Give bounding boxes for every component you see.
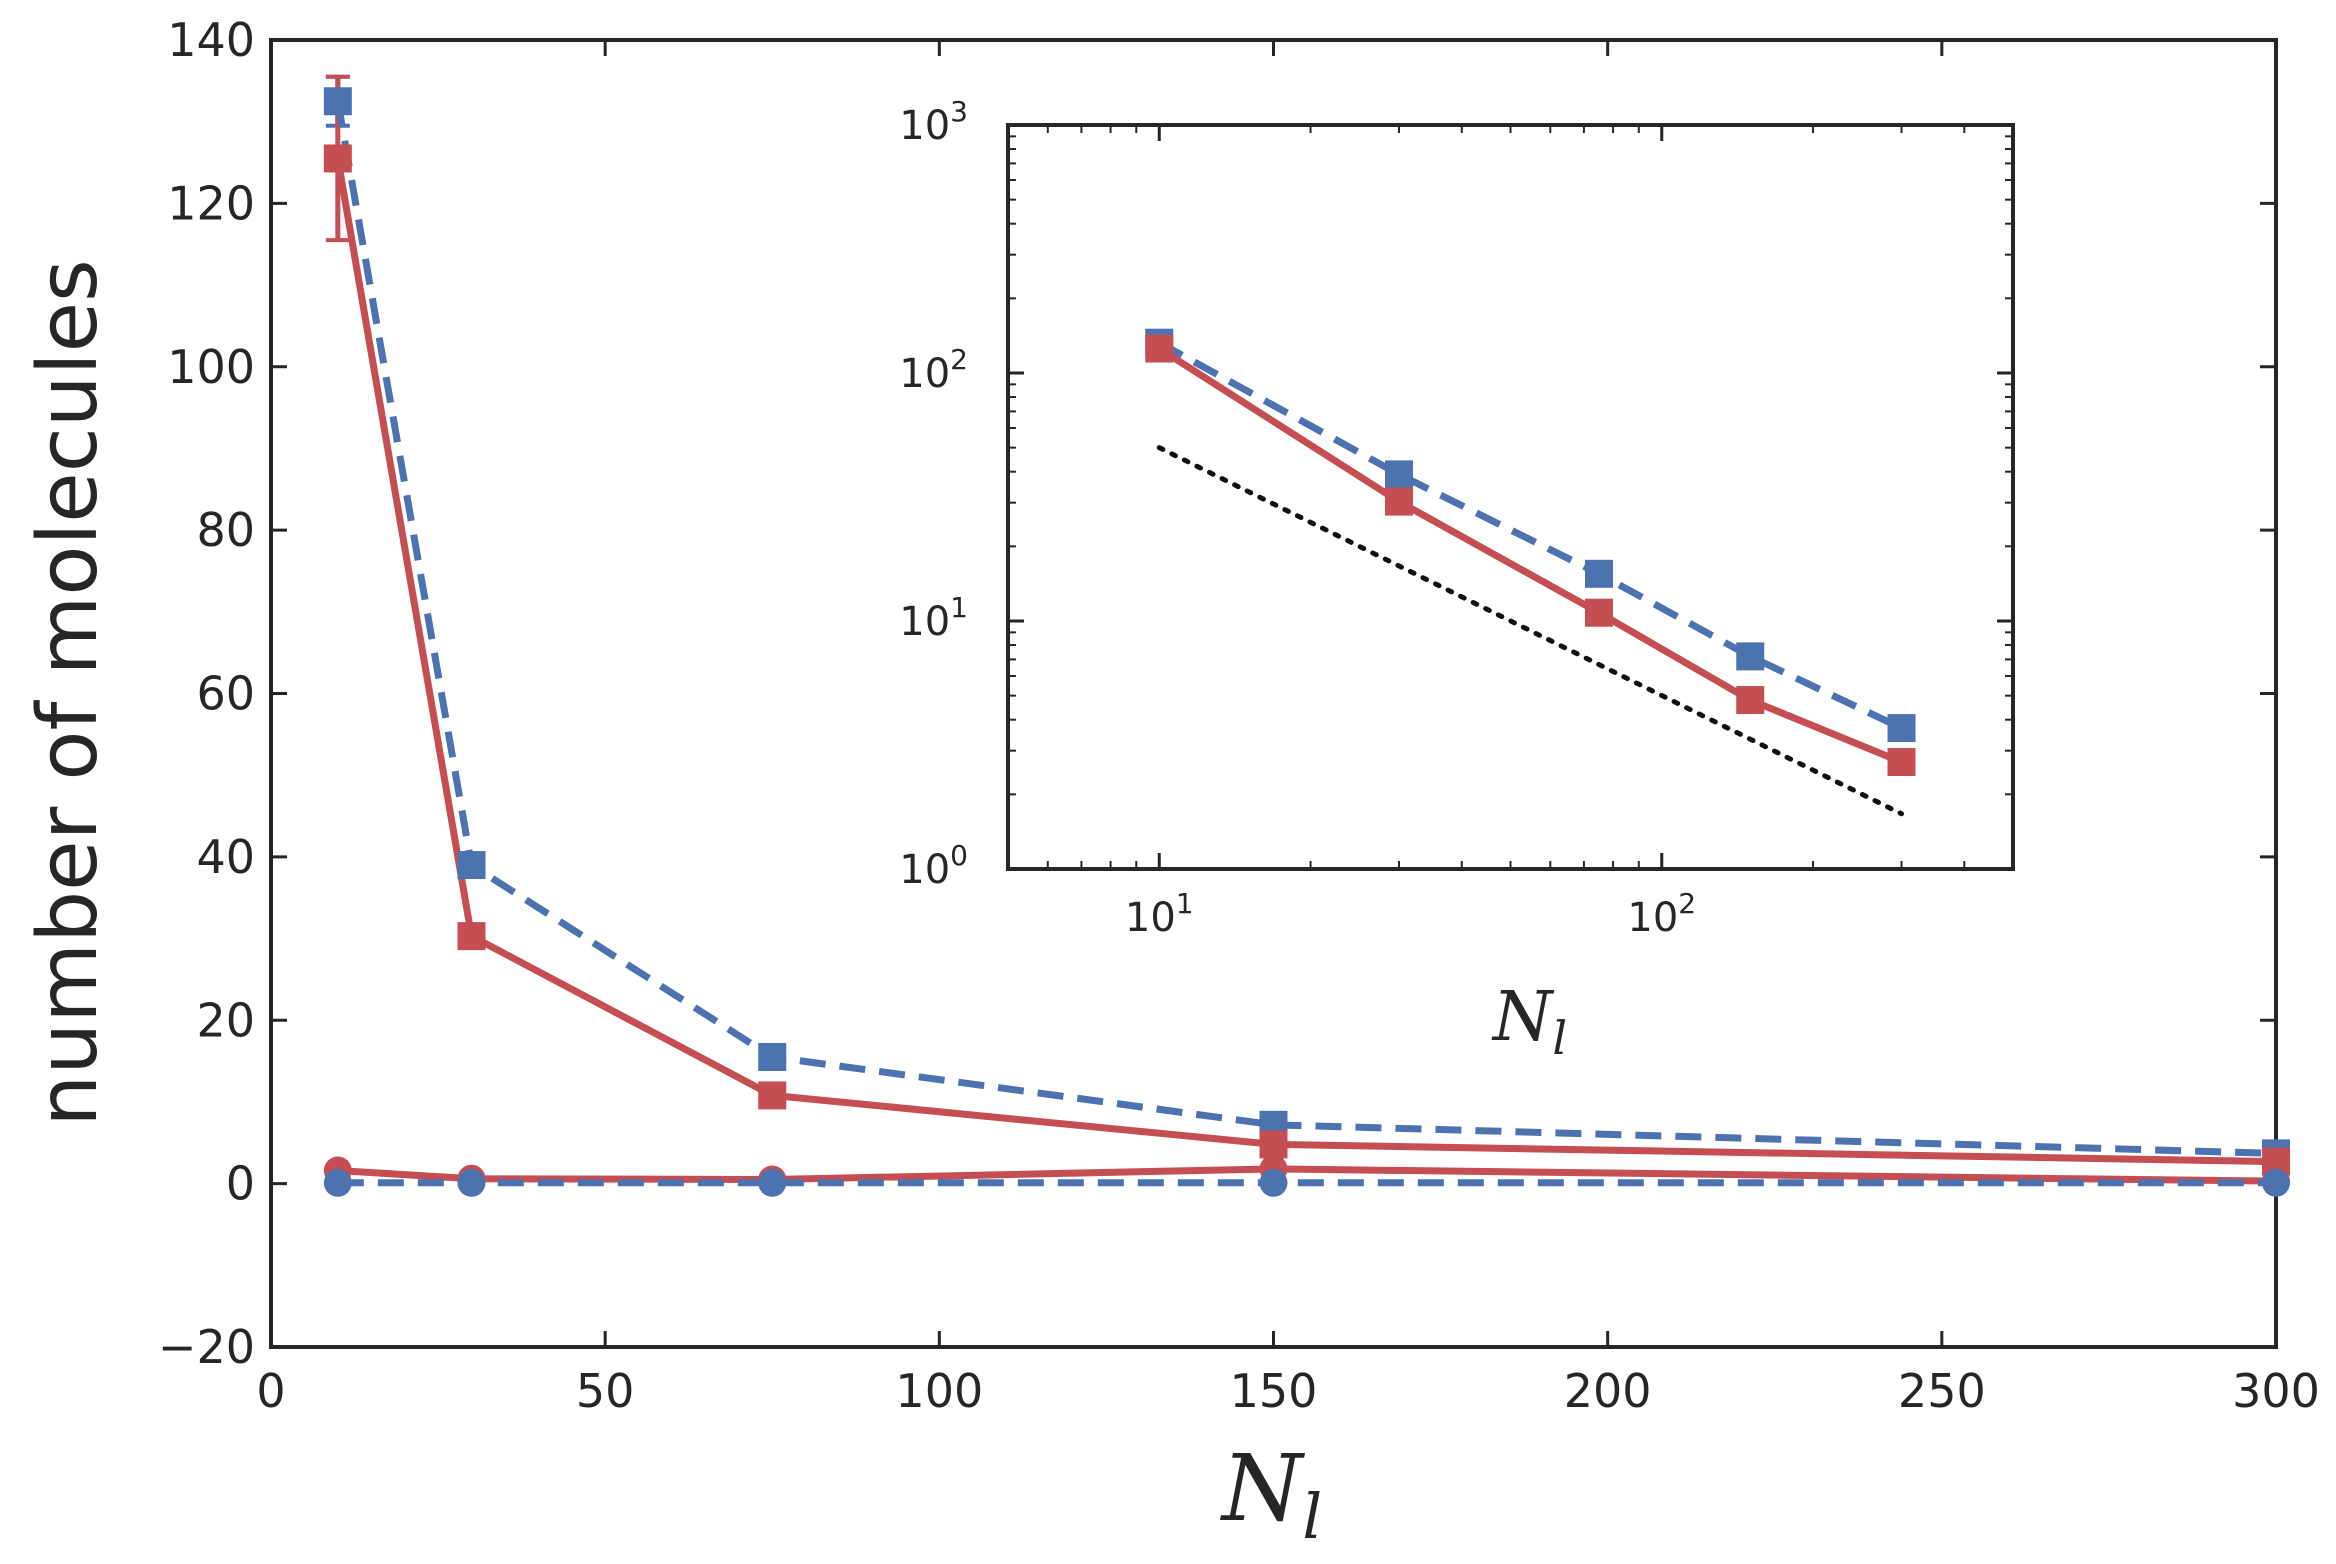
inset-y-tick-label-exponent: 1 xyxy=(950,591,968,624)
data-point-square xyxy=(457,922,486,951)
data-point-circle xyxy=(758,1168,787,1197)
data-point-square xyxy=(323,144,352,173)
y-tick-label: 100 xyxy=(167,340,255,394)
inset-y-tick-label: 101 xyxy=(899,591,968,645)
x-tick-label: 150 xyxy=(1230,1364,1318,1418)
x-tick-label: 50 xyxy=(576,1364,635,1418)
inset-y-tick-label-exponent: 3 xyxy=(950,95,968,128)
inset-x-tick-label: 101 xyxy=(1125,887,1194,941)
inset-x-tick-label-base: 10 xyxy=(1627,895,1678,941)
main-ticks xyxy=(269,38,2278,1349)
main-series-markers xyxy=(323,87,2290,1197)
inset-data-point-square xyxy=(1584,559,1613,588)
y-tick-label: 0 xyxy=(226,1157,255,1211)
data-point-circle xyxy=(2262,1168,2290,1197)
inset-data-point-square xyxy=(1385,487,1414,516)
x-axis-label-subscript: l xyxy=(1302,1480,1322,1553)
inset-data-point-square xyxy=(1385,460,1414,489)
inset-plot-frame xyxy=(1006,123,2015,871)
y-tick-label: 140 xyxy=(167,13,255,67)
data-point-square xyxy=(323,87,352,116)
inset-y-tick-label-exponent: 0 xyxy=(950,839,968,872)
x-axis-label-base: N xyxy=(1220,1435,1306,1542)
inset-x-axis-label: Nl xyxy=(1491,978,1567,1065)
inset-data-point-square xyxy=(1584,598,1613,627)
data-point-square xyxy=(1259,1130,1288,1159)
x-tick-label: 250 xyxy=(1898,1364,1986,1418)
y-axis-label: number of molecules xyxy=(21,259,116,1127)
data-point-square xyxy=(457,851,486,880)
x-tick-label: 0 xyxy=(256,1364,285,1418)
inset-data-point-square xyxy=(1887,714,1916,743)
x-tick-label: 200 xyxy=(1564,1364,1652,1418)
inset-data-point-square xyxy=(1736,686,1765,715)
data-point-square xyxy=(758,1081,787,1110)
inset-y-tick-label-base: 10 xyxy=(899,599,950,645)
inset-data-point-square xyxy=(1145,334,1174,363)
data-point-circle xyxy=(323,1168,352,1197)
inset-x-axis-label-subscript: l xyxy=(1552,1011,1567,1065)
y-tick-label: 120 xyxy=(167,176,255,230)
inset-y-tick-label-base: 10 xyxy=(899,103,950,149)
reference-power-law-line xyxy=(1156,445,1905,817)
inset-series-markers xyxy=(1145,328,1916,777)
inset-data-point-square xyxy=(1887,748,1916,777)
inset-x-axis-label-base: N xyxy=(1491,978,1555,1057)
inset-y-tick-label-base: 10 xyxy=(899,351,950,397)
inset-y-tick-label-base: 10 xyxy=(899,847,950,893)
x-axis-label: Nl xyxy=(1220,1435,1322,1553)
inset-x-tick-label-exponent: 1 xyxy=(1176,887,1194,920)
y-tick-label: 40 xyxy=(196,830,255,884)
inset-y-tick-label: 102 xyxy=(899,343,968,397)
inset-y-tick-label: 103 xyxy=(899,95,968,149)
inset-y-tick-label: 100 xyxy=(899,839,968,893)
data-point-circle xyxy=(1259,1168,1288,1197)
data-point-circle xyxy=(457,1168,486,1197)
y-tick-label: 80 xyxy=(196,503,255,557)
x-tick-label: 300 xyxy=(2232,1364,2320,1418)
y-tick-label: 60 xyxy=(196,667,255,721)
x-tick-label: 100 xyxy=(895,1364,983,1418)
inset-x-tick-label-base: 10 xyxy=(1125,895,1176,941)
data-point-square xyxy=(758,1043,787,1072)
main-axes: 0 50 100 150 200 250 300−20020406080100120140 … xyxy=(21,13,2320,1553)
inset-y-tick-label-exponent: 2 xyxy=(950,343,968,376)
inset-x-tick-label: 102 xyxy=(1627,887,1696,941)
inset-ticks xyxy=(1007,123,2014,871)
y-tick-label: −20 xyxy=(158,1320,255,1374)
inset-data-point-square xyxy=(1736,642,1765,671)
inset-x-tick-label-exponent: 2 xyxy=(1678,887,1696,920)
y-tick-label: 20 xyxy=(196,993,255,1047)
